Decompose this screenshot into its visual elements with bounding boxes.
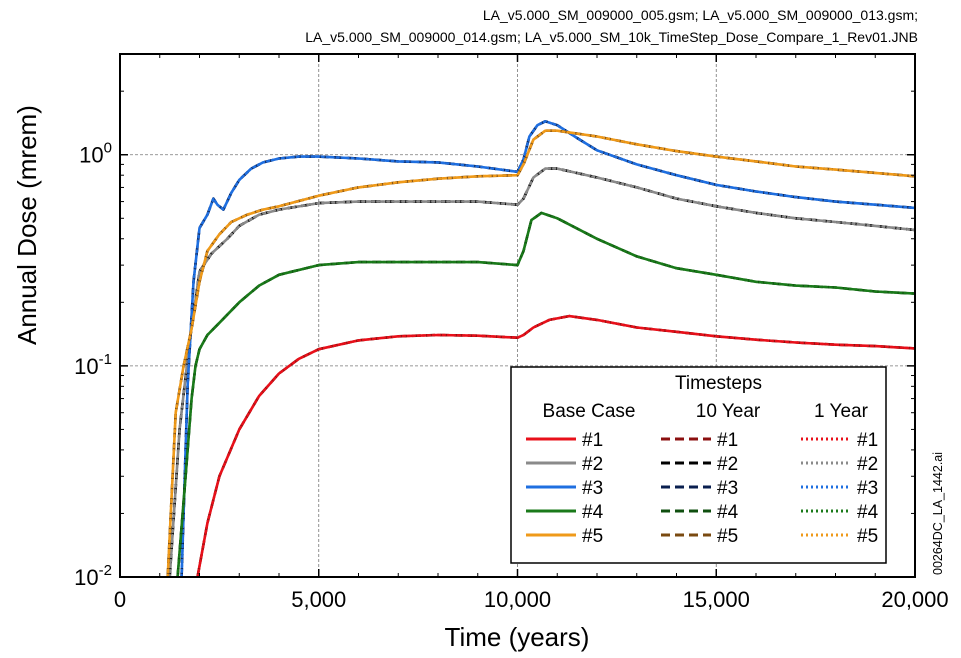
y-axis-label: Annual Dose (mrem) xyxy=(12,105,42,345)
x-tick-label: 15,000 xyxy=(683,587,750,612)
series-line-2-1-year xyxy=(168,167,915,577)
legend-entry-label: #4 xyxy=(582,502,604,523)
legend-column-header: Base Case xyxy=(543,401,636,422)
series-line-3-1-year xyxy=(180,120,915,577)
y-tick-label: 10-2 xyxy=(74,562,112,590)
figure-id-label: 00264DC_LA_1442.ai xyxy=(931,451,945,575)
series-line-1-1-year xyxy=(196,314,915,577)
legend-entry-label: #3 xyxy=(717,478,738,499)
x-tick-label: 0 xyxy=(114,587,126,612)
legend-entry-label: #3 xyxy=(582,478,603,499)
legend-entry-label: #4 xyxy=(717,502,739,523)
legend-entry-label: #5 xyxy=(582,526,603,547)
legend-entry-label: #4 xyxy=(857,502,879,523)
legend-entry-label: #2 xyxy=(857,454,878,475)
legend-box xyxy=(510,366,887,564)
x-tick-label: 20,000 xyxy=(881,587,948,612)
header-line-1: LA_v5.000_SM_009000_005.gsm; LA_v5.000_S… xyxy=(482,7,918,23)
legend-title: Timesteps xyxy=(675,373,762,394)
legend-entry-label: #5 xyxy=(717,526,738,547)
legend-entry-label: #1 xyxy=(717,430,738,451)
legend-column-header: 1 Year xyxy=(814,401,869,422)
legend-entry-label: #2 xyxy=(582,454,603,475)
legend-entry-label: #2 xyxy=(717,454,738,475)
x-tick-label: 10,000 xyxy=(484,587,551,612)
legend: Timesteps Base Case 10 Year 1 Year #1 #1 #1 #2 #… xyxy=(510,366,887,564)
grid-lines xyxy=(120,54,915,577)
legend-entry-label: #5 xyxy=(857,526,878,547)
legend-entry-label: #3 xyxy=(857,478,878,499)
y-tick-label: 10-1 xyxy=(74,351,112,379)
axis-ticks: 0 5,000 10,000 15,000 20,000 10-2 10-1 100 xyxy=(74,54,949,612)
legend-column-header: 10 Year xyxy=(696,401,761,422)
series-line-4-1-year xyxy=(176,211,915,577)
x-axis-label: Time (years) xyxy=(445,622,590,652)
series-line-5-1-year xyxy=(166,129,915,577)
legend-entry-label: #1 xyxy=(582,430,603,451)
x-tick-label: 5,000 xyxy=(291,587,346,612)
legend-entry-label: #1 xyxy=(857,430,878,451)
header-line-2: LA_v5.000_SM_009000_014.gsm; LA_v5.000_S… xyxy=(305,29,918,45)
series-layer xyxy=(166,120,915,577)
y-tick-label: 100 xyxy=(79,140,112,168)
